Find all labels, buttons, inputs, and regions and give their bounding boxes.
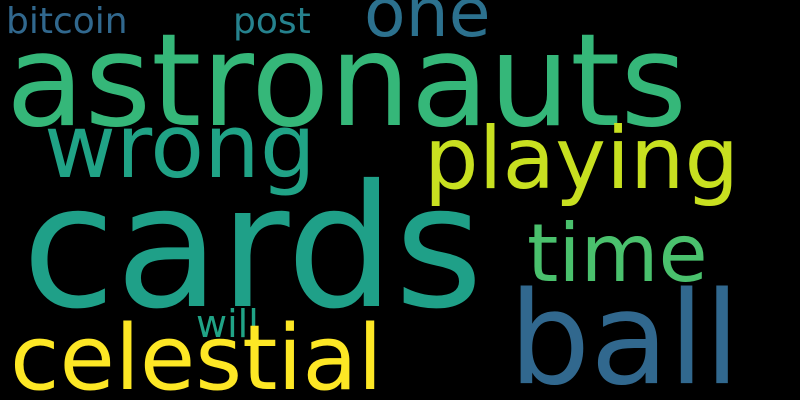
word-playing: playing [424,109,740,209]
word-celestial: celestial [10,306,383,400]
word-will: will [196,302,259,346]
word-wrong: wrong [44,95,316,198]
word-bitcoin: bitcoin [6,1,128,42]
word-cards: cards [22,149,484,347]
word-one: one [364,0,491,53]
word-astronauts: astronauts [6,7,687,156]
word-ball: ball [509,265,740,400]
word-time: time [527,207,708,300]
word-post: post [233,1,311,42]
